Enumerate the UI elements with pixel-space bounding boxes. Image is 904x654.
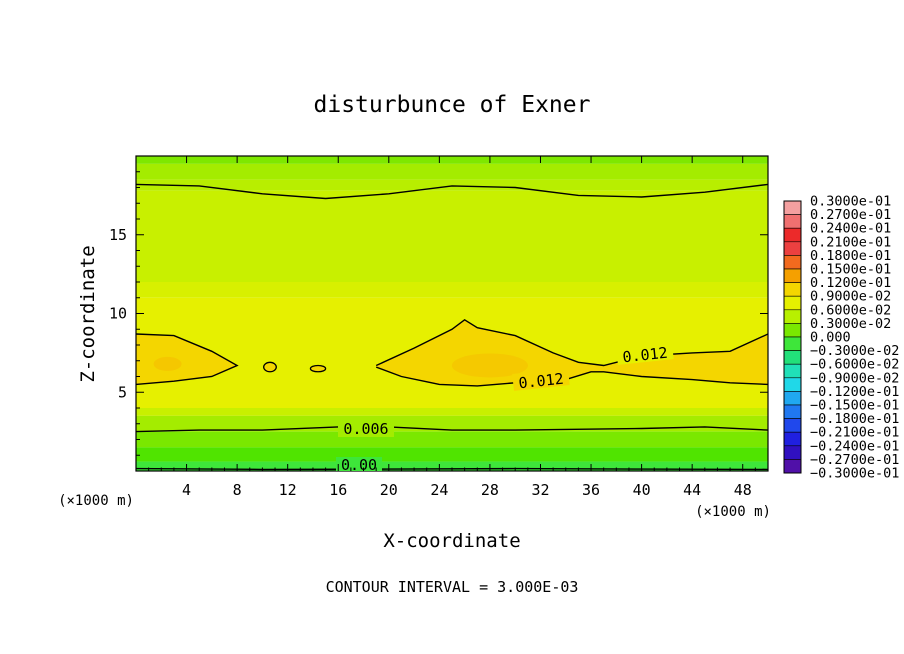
field-band — [136, 190, 768, 282]
colorbar-label: −0.3000e-02 — [810, 343, 899, 359]
x-tick-label: 20 — [380, 481, 398, 499]
y-tick-label: 5 — [118, 383, 127, 401]
contour-label: 0.012 — [622, 344, 669, 367]
contour-line — [136, 333, 239, 386]
colorbar-swatch — [783, 418, 802, 433]
x-tick-label: 16 — [329, 481, 347, 499]
colorbar-label: 0.6000e-02 — [810, 302, 891, 318]
field-bands — [136, 156, 768, 471]
field-band — [136, 179, 768, 191]
field-fill-loop — [263, 362, 277, 372]
colorbar-frame — [783, 200, 802, 474]
field-band — [136, 156, 768, 164]
colorbar-swatch — [783, 336, 802, 351]
colorbar-label: 0.1200e-01 — [810, 275, 891, 291]
field-band — [136, 431, 768, 448]
x-tick-label: 4 — [182, 481, 191, 499]
field-fill-loop — [310, 365, 326, 372]
colorbar-swatch — [783, 227, 802, 243]
contour-loop — [309, 364, 327, 373]
y-tick-label: 15 — [109, 226, 127, 244]
colorbar-label: −0.2100e-01 — [810, 425, 899, 441]
colorbar-label: −0.1200e-01 — [810, 384, 899, 400]
colorbar-label: 0.000 — [810, 330, 851, 346]
y-axis-label: Z-coordinate — [77, 245, 99, 382]
colorbar: 0.3000e-010.2700e-010.2400e-010.2100e-01… — [783, 194, 899, 482]
contour-line — [375, 318, 768, 367]
colorbar-label: 0.2700e-01 — [810, 207, 891, 223]
x-tick-label: 44 — [683, 481, 701, 499]
colorbar-swatch — [783, 241, 802, 256]
colorbar-swatch — [783, 459, 802, 474]
field-band — [136, 461, 768, 471]
y-tick-label: 10 — [109, 305, 127, 323]
x-tick-label: 32 — [531, 481, 549, 499]
colorbar-swatch — [783, 350, 802, 365]
x-tick-label: 36 — [582, 481, 600, 499]
contour-line — [136, 426, 768, 433]
field-band — [136, 282, 768, 298]
colorbar-label: −0.2700e-01 — [810, 452, 899, 468]
x-axis-label: X-coordinate — [383, 530, 520, 552]
plot-area — [136, 156, 768, 471]
contour-label: 0.012 — [518, 370, 565, 393]
colorbar-swatch — [783, 323, 802, 338]
contour-labels: 0.012 0.012 0.006 0.00 — [336, 342, 674, 474]
contour-line — [136, 183, 768, 200]
colorbar-swatch — [783, 255, 802, 270]
colorbar-swatch — [783, 404, 802, 419]
contour-interval-footer: CONTOUR INTERVAL = 3.000E-03 — [326, 578, 579, 596]
field-core-right — [451, 353, 528, 378]
colorbar-swatch — [783, 268, 802, 283]
colorbar-label: 0.2100e-01 — [810, 234, 891, 250]
field-fills — [136, 319, 768, 386]
x-tick-label: 48 — [734, 481, 752, 499]
field-band — [136, 415, 768, 432]
colorbar-label: −0.1800e-01 — [810, 411, 899, 427]
colorbar-label: −0.1500e-01 — [810, 398, 899, 414]
colorbar-label: −0.2400e-01 — [810, 438, 899, 454]
colorbar-label: −0.9000e-02 — [810, 370, 899, 386]
colorbar-swatch — [783, 295, 802, 311]
chart-title: disturbunce of Exner — [314, 92, 591, 118]
colorbar-swatch — [783, 445, 802, 460]
colorbar-label: 0.1500e-01 — [810, 262, 891, 278]
x-tick-label: 28 — [481, 481, 499, 499]
colorbar-swatch — [783, 309, 802, 324]
field-band — [136, 163, 768, 180]
field-core-left — [153, 356, 182, 371]
x-unit-label: (×1000 m) — [58, 493, 134, 509]
x-tick-label: 40 — [633, 481, 651, 499]
colorbar-label: 0.3000e-01 — [810, 194, 891, 210]
colorbar-label: 0.1800e-01 — [810, 248, 891, 264]
colorbar-label: −0.6000e-02 — [810, 357, 899, 373]
field-band — [136, 408, 768, 416]
colorbar-swatch — [783, 363, 802, 379]
x-tick-label: 12 — [279, 481, 297, 499]
field-band — [136, 447, 768, 462]
colorbar-swatch — [783, 377, 802, 392]
field-fill-012-left — [136, 334, 238, 385]
colorbar-swatch — [783, 214, 802, 229]
contour-line — [375, 366, 768, 387]
colorbar-swatch — [783, 282, 802, 297]
x-axis: 4 8 12 16 20 24 28 32 36 40 44 48 — [148, 156, 756, 499]
contour-loop — [263, 361, 277, 373]
colorbar-swatch — [783, 391, 802, 406]
z-unit-label: (×1000 m) — [695, 504, 771, 520]
colorbar-label: 0.2400e-01 — [810, 221, 891, 237]
y-axis: 5 10 15 — [109, 171, 768, 456]
contour-label: 0.00 — [341, 456, 377, 474]
colorbar-swatch — [783, 431, 802, 447]
contour-label: 0.006 — [343, 420, 388, 438]
colorbar-label: −0.3000e-01 — [810, 466, 899, 482]
x-tick-label: 8 — [233, 481, 242, 499]
x-tick-label: 24 — [430, 481, 448, 499]
colorbar-label: 0.3000e-02 — [810, 316, 891, 332]
colorbar-label: 0.9000e-02 — [810, 289, 891, 305]
colorbar-swatch — [783, 200, 802, 215]
